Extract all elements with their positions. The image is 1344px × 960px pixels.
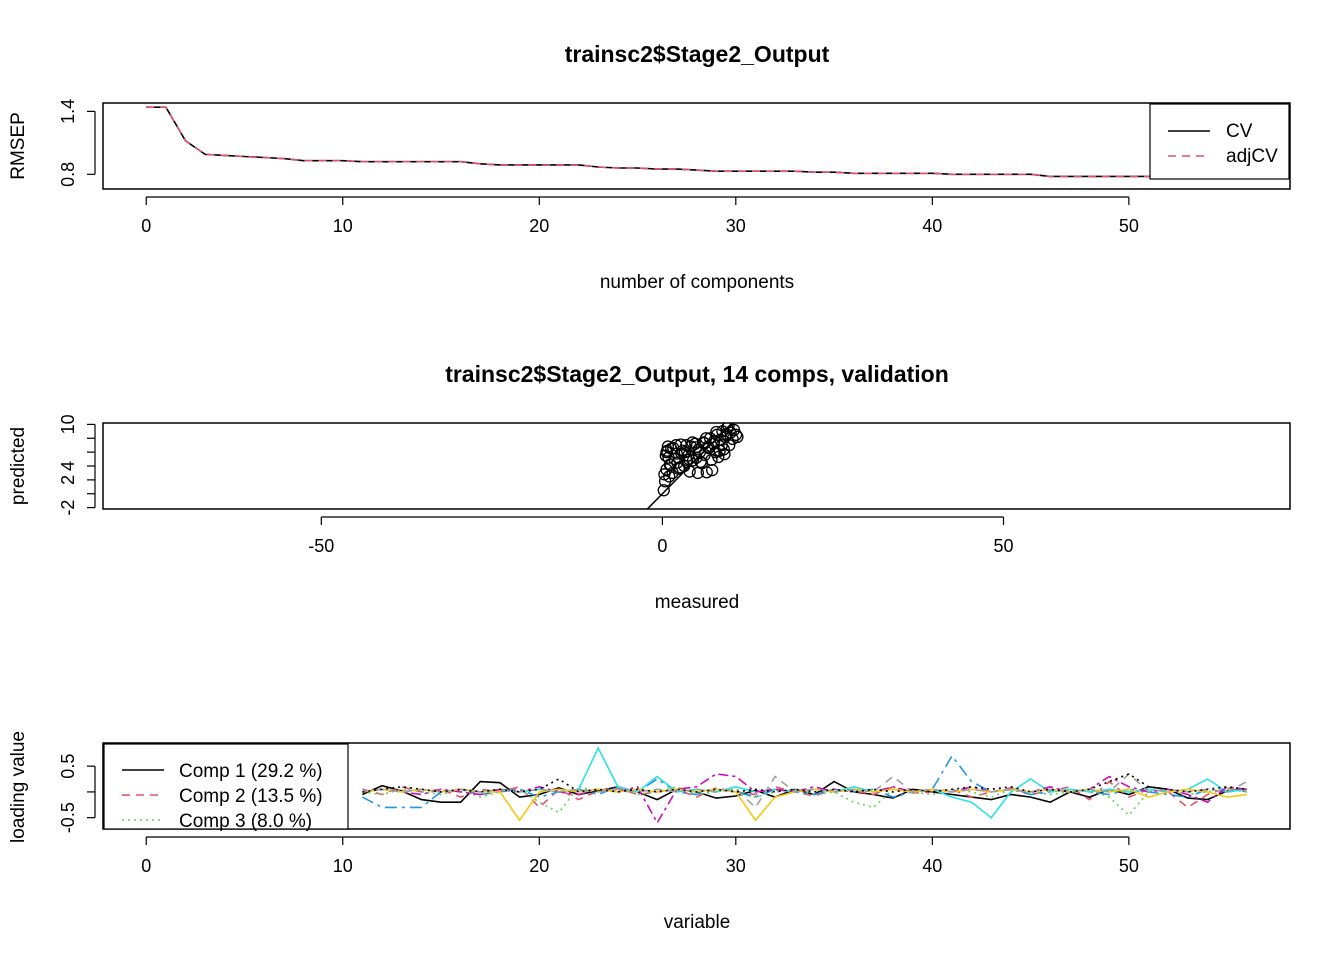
rmsep-y-label: RMSEP bbox=[8, 112, 29, 180]
prediction-point bbox=[729, 428, 743, 441]
rmsep-x-tick-label: 40 bbox=[922, 216, 942, 236]
prediction-x-tick-label: 50 bbox=[993, 536, 1013, 556]
prediction-y-tick-label: -2 bbox=[58, 500, 78, 516]
prediction-point bbox=[715, 439, 728, 452]
rmsep-legend-box bbox=[1149, 103, 1290, 180]
rmsep-legend: CV adjCV bbox=[1149, 103, 1290, 180]
loadings-y-axis: -0.5 0.5 bbox=[58, 754, 96, 833]
rmsep-x-tick-label: 30 bbox=[726, 216, 746, 236]
loadings-x-tick-label: 10 bbox=[333, 856, 353, 876]
prediction-point bbox=[658, 468, 671, 481]
rmsep-x-tick-label: 10 bbox=[333, 216, 353, 236]
prediction-point bbox=[726, 432, 739, 446]
loadings-series-line-7 bbox=[362, 788, 1247, 822]
prediction-y-label: predicted bbox=[8, 427, 29, 505]
prediction-y-tick-label: 4 bbox=[58, 461, 78, 471]
prediction-point bbox=[722, 423, 735, 432]
prediction-y-tick-label: 10 bbox=[58, 414, 78, 434]
prediction-x-label: measured bbox=[655, 592, 740, 613]
rmsep-y-axis: 0.8 1.4 bbox=[58, 99, 96, 187]
legend-label-comp1: Comp 1 (29.2 %) bbox=[179, 761, 323, 782]
loadings-legend-box bbox=[103, 743, 349, 830]
legend-label-comp2: Comp 2 (13.5 %) bbox=[179, 786, 323, 807]
prediction-point bbox=[680, 453, 694, 466]
prediction-x-tick-label: -50 bbox=[308, 536, 334, 556]
loadings-y-tick-label: 0.5 bbox=[58, 754, 78, 779]
rmsep-y-tick-label: 1.4 bbox=[58, 99, 78, 124]
prediction-x-axis: -50 0 50 bbox=[308, 516, 1013, 556]
loadings-frame bbox=[102, 742, 1291, 830]
legend-label-comp3: Comp 3 (8.0 %) bbox=[179, 811, 312, 832]
loadings-x-tick-label: 40 bbox=[922, 856, 942, 876]
rmsep-y-tick-label: 0.8 bbox=[58, 162, 78, 187]
loadings-x-tick-label: 0 bbox=[141, 856, 151, 876]
loadings-x-tick-label: 50 bbox=[1119, 856, 1139, 876]
rmsep-title: trainsc2$Stage2_Output bbox=[565, 41, 830, 67]
rmsep-series-line-2 bbox=[146, 106, 1247, 178]
rmsep-x-tick-label: 50 bbox=[1119, 216, 1139, 236]
prediction-point bbox=[678, 445, 692, 459]
prediction-marks bbox=[646, 423, 744, 509]
loadings-y-tick-label: -0.5 bbox=[58, 802, 78, 833]
legend-label-cv: CV bbox=[1226, 121, 1253, 142]
rmsep-x-label: number of components bbox=[600, 272, 794, 293]
rmsep-x-tick-label: 20 bbox=[529, 216, 549, 236]
prediction-point bbox=[718, 448, 731, 461]
prediction-point bbox=[670, 447, 683, 460]
loadings-series-line-2 bbox=[362, 780, 1247, 809]
loadings-x-label: variable bbox=[664, 912, 731, 933]
legend-label-adjcv: adjCV bbox=[1226, 146, 1278, 167]
prediction-point bbox=[694, 455, 707, 468]
prediction-y-tick-label: 2 bbox=[58, 475, 78, 485]
loadings-legend: Comp 1 (29.2 %) Comp 2 (13.5 %) Comp 3 (… bbox=[103, 743, 349, 832]
rmsep-x-tick-label: 0 bbox=[141, 216, 151, 236]
loadings-series-line-6 bbox=[362, 773, 1247, 825]
prediction-plot-area bbox=[646, 423, 744, 509]
prediction-frame bbox=[102, 422, 1291, 510]
prediction-point bbox=[700, 466, 713, 479]
prediction-point bbox=[697, 436, 711, 450]
prediction-point bbox=[706, 464, 719, 477]
panel-prediction: trainsc2$Stage2_Output, 14 comps, valida… bbox=[8, 361, 1291, 613]
loadings-x-tick-label: 20 bbox=[529, 856, 549, 876]
prediction-point bbox=[710, 425, 723, 439]
prediction-x-tick-label: 0 bbox=[657, 536, 667, 556]
loadings-series-line-9 bbox=[362, 773, 1247, 793]
panel-loadings: 0 10 20 30 40 50 -0.5 0.5 variable loading val… bbox=[8, 731, 1291, 933]
loadings-plot-area bbox=[362, 746, 1248, 825]
panel-rmsep: trainsc2$Stage2_Output 0 10 20 30 40 50 0.8 1.… bbox=[8, 41, 1291, 293]
loadings-x-tick-label: 30 bbox=[726, 856, 746, 876]
prediction-point bbox=[663, 458, 677, 471]
rmsep-x-axis: 0 10 20 30 40 50 bbox=[141, 196, 1139, 236]
prediction-y-axis: -2 2 4 10 bbox=[58, 414, 96, 516]
rmsep-plot-area bbox=[146, 106, 1247, 178]
prediction-title: trainsc2$Stage2_Output, 14 comps, valida… bbox=[445, 361, 949, 387]
loadings-x-axis: 0 10 20 30 40 50 bbox=[141, 836, 1139, 876]
rmsep-series-line-1 bbox=[146, 106, 1247, 178]
rmsep-frame bbox=[102, 102, 1291, 190]
prediction-point bbox=[657, 484, 670, 497]
loadings-y-label: loading value bbox=[8, 731, 29, 843]
